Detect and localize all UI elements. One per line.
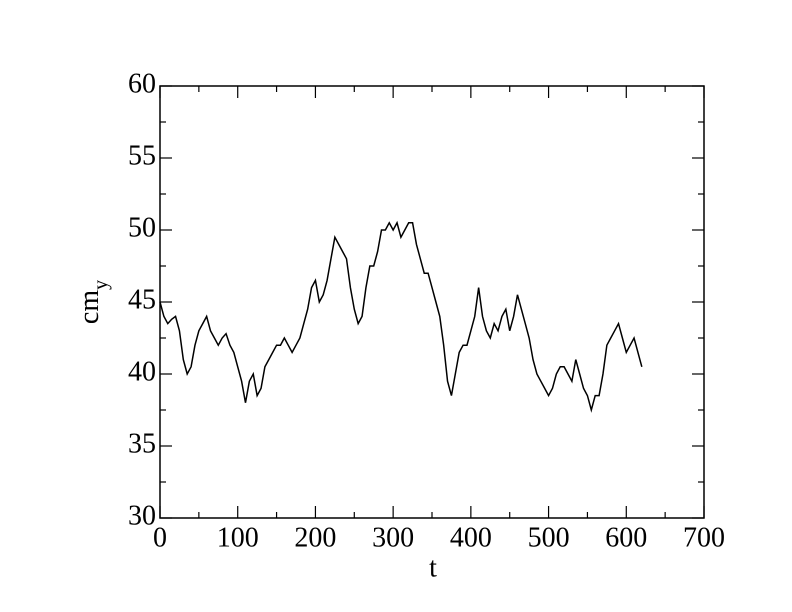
x-tick-label: 500 xyxy=(528,522,570,553)
y-axis-label: cmy xyxy=(74,280,111,324)
x-tick-label: 300 xyxy=(372,522,414,553)
y-tick-label: 35 xyxy=(128,428,156,459)
x-axis-label: t xyxy=(429,552,437,583)
x-tick-label: 400 xyxy=(450,522,492,553)
x-tick-label: 100 xyxy=(217,522,259,553)
y-axis-label-subscript: y xyxy=(90,280,112,290)
y-tick-label: 50 xyxy=(128,212,156,243)
x-tick-label: 200 xyxy=(294,522,336,553)
x-tick-label: 0 xyxy=(153,522,167,553)
data-line xyxy=(159,220,643,413)
y-tick-label: 55 xyxy=(128,140,156,171)
plot-frame xyxy=(159,85,705,519)
y-tick-label: 40 xyxy=(128,356,156,387)
x-tick-label: 600 xyxy=(605,522,647,553)
x-tick-label: 700 xyxy=(683,522,725,553)
y-tick-label: 60 xyxy=(128,68,156,99)
y-tick-label: 30 xyxy=(128,500,156,531)
y-axis-label-main: cm xyxy=(74,290,105,324)
y-tick-label: 45 xyxy=(128,284,156,315)
